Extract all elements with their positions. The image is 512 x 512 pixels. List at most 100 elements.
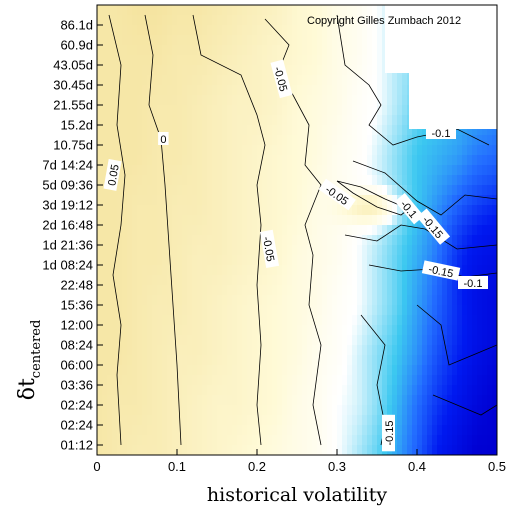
heatmap-cell bbox=[467, 265, 473, 276]
heatmap-cell bbox=[147, 195, 153, 206]
heatmap-cell bbox=[312, 305, 318, 316]
heatmap-cell bbox=[277, 105, 283, 116]
heatmap-cell bbox=[107, 95, 113, 106]
heatmap-cell bbox=[202, 185, 208, 196]
heatmap-cell bbox=[187, 235, 193, 246]
heatmap-cell bbox=[182, 365, 188, 376]
heatmap-cell bbox=[122, 345, 128, 356]
heatmap-cell bbox=[242, 25, 248, 36]
heatmap-cell bbox=[147, 295, 153, 306]
heatmap-cell bbox=[357, 295, 363, 306]
heatmap-cell bbox=[282, 95, 288, 106]
heatmap-cell bbox=[472, 435, 478, 446]
heatmap-cell bbox=[292, 385, 298, 396]
heatmap-cell bbox=[167, 355, 173, 366]
heatmap-cell bbox=[307, 235, 313, 246]
heatmap-cell bbox=[137, 165, 143, 176]
heatmap-cell bbox=[212, 275, 218, 286]
heatmap-cell bbox=[112, 25, 118, 36]
heatmap-cell bbox=[397, 275, 403, 286]
heatmap-cell bbox=[102, 285, 108, 296]
heatmap-cell bbox=[102, 45, 108, 56]
heatmap-cell bbox=[112, 245, 118, 256]
heatmap-cell bbox=[212, 225, 218, 236]
heatmap-cell bbox=[492, 265, 497, 276]
heatmap-cell bbox=[162, 275, 168, 286]
heatmap-cell bbox=[242, 255, 248, 266]
heatmap-cell bbox=[267, 175, 273, 186]
heatmap-cell bbox=[317, 35, 323, 46]
heatmap-cell bbox=[97, 25, 103, 36]
heatmap-cell bbox=[352, 265, 358, 276]
heatmap-cell bbox=[137, 275, 143, 286]
heatmap-cell bbox=[172, 45, 178, 56]
heatmap-cell bbox=[137, 295, 143, 306]
heatmap-cell bbox=[367, 205, 373, 216]
heatmap-cell bbox=[357, 85, 363, 96]
heatmap-cell bbox=[262, 425, 268, 436]
heatmap-cell bbox=[362, 295, 368, 306]
heatmap-cell bbox=[177, 75, 183, 86]
heatmap-cell bbox=[282, 425, 288, 436]
heatmap-cell bbox=[302, 35, 308, 46]
heatmap-cell bbox=[477, 395, 483, 406]
heatmap-cell bbox=[292, 345, 298, 356]
heatmap-cell bbox=[107, 425, 113, 436]
heatmap-cell bbox=[187, 75, 193, 86]
heatmap-cell bbox=[97, 375, 103, 386]
heatmap-cell bbox=[197, 315, 203, 326]
heatmap-cell bbox=[262, 435, 268, 446]
heatmap-cell bbox=[487, 355, 493, 366]
heatmap-cell bbox=[437, 295, 443, 306]
heatmap-cell bbox=[407, 385, 413, 396]
heatmap-cell bbox=[97, 395, 103, 406]
heatmap-cell bbox=[337, 45, 343, 56]
heatmap-cell bbox=[432, 245, 438, 256]
heatmap-cell bbox=[352, 245, 358, 256]
heatmap-cell bbox=[377, 205, 383, 216]
heatmap-cell bbox=[357, 105, 363, 116]
heatmap-cell bbox=[142, 335, 148, 346]
heatmap-cell bbox=[302, 295, 308, 306]
heatmap-cell bbox=[157, 235, 163, 246]
heatmap-cell bbox=[197, 115, 203, 126]
heatmap-cell bbox=[177, 385, 183, 396]
heatmap-cell bbox=[152, 405, 158, 416]
heatmap-cell bbox=[147, 185, 153, 196]
heatmap-cell bbox=[377, 45, 383, 56]
heatmap-cell bbox=[402, 335, 408, 346]
heatmap-cell bbox=[227, 275, 233, 286]
heatmap-cell bbox=[457, 315, 463, 326]
heatmap-cell bbox=[242, 425, 248, 436]
heatmap-cell bbox=[457, 195, 463, 206]
heatmap-cell bbox=[477, 165, 483, 176]
heatmap-cell bbox=[102, 75, 108, 86]
heatmap-cell bbox=[337, 275, 343, 286]
heatmap-cell bbox=[487, 225, 493, 236]
heatmap-cell bbox=[352, 65, 358, 76]
heatmap-cell bbox=[332, 155, 338, 166]
heatmap-cell bbox=[297, 285, 303, 296]
heatmap-cell bbox=[292, 395, 298, 406]
heatmap-cell bbox=[182, 175, 188, 186]
heatmap-cell bbox=[207, 405, 213, 416]
heatmap-cell bbox=[262, 345, 268, 356]
heatmap-cell bbox=[267, 55, 273, 66]
heatmap-cell bbox=[132, 395, 138, 406]
heatmap-cell bbox=[182, 115, 188, 126]
heatmap-cell bbox=[462, 305, 468, 316]
heatmap-cell bbox=[377, 345, 383, 356]
heatmap-cell bbox=[422, 165, 428, 176]
heatmap-cell bbox=[412, 145, 418, 156]
heatmap-cell bbox=[152, 325, 158, 336]
heatmap-cell bbox=[352, 235, 358, 246]
heatmap-cell bbox=[207, 95, 213, 106]
heatmap-cell bbox=[397, 165, 403, 176]
heatmap-cell bbox=[232, 195, 238, 206]
heatmap-cell bbox=[347, 285, 353, 296]
heatmap-cell bbox=[337, 95, 343, 106]
heatmap-cell bbox=[422, 195, 428, 206]
heatmap-cell bbox=[357, 395, 363, 406]
heatmap-cell bbox=[372, 115, 378, 126]
heatmap-cell bbox=[142, 165, 148, 176]
